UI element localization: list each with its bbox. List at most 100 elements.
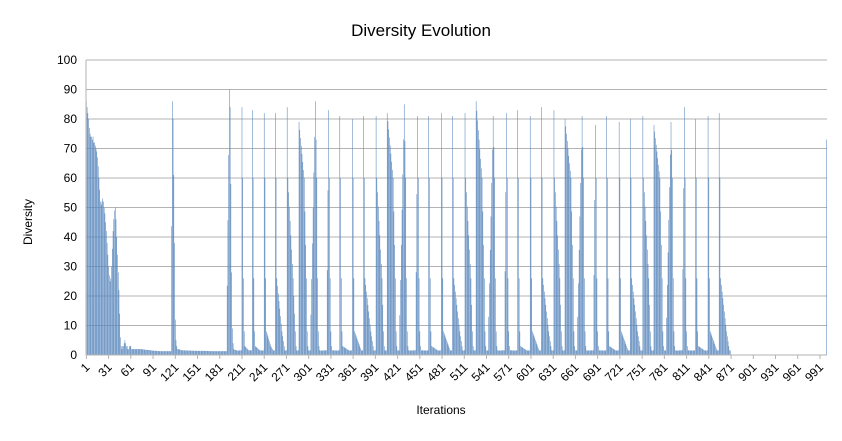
data-bar: [152, 350, 153, 355]
data-bar: [110, 278, 112, 355]
data-bar: [352, 119, 353, 355]
data-bar: [191, 350, 192, 355]
data-bar: [371, 336, 372, 355]
data-bar: [140, 349, 141, 355]
data-bar: [280, 316, 281, 355]
data-bar: [532, 333, 534, 355]
data-bar: [247, 349, 249, 355]
data-bar: [363, 178, 365, 355]
data-bar: [282, 336, 284, 355]
data-bar: [558, 249, 559, 355]
y-tick-label: 90: [64, 83, 78, 97]
data-bar: [309, 350, 310, 355]
data-bar: [690, 350, 692, 355]
data-bar: [686, 331, 687, 355]
data-bar: [524, 348, 525, 355]
data-bar: [290, 235, 292, 355]
data-bar: [295, 346, 297, 355]
data-bar: [350, 350, 352, 355]
data-bar: [582, 147, 584, 355]
data-bar: [684, 107, 685, 355]
data-bar: [338, 350, 340, 355]
data-bar: [196, 350, 198, 355]
data-bar: [704, 350, 706, 355]
data-bar: [526, 350, 527, 355]
data-bar: [693, 350, 695, 355]
data-bar: [562, 350, 564, 355]
data-bar: [701, 348, 703, 355]
data-bar: [272, 350, 274, 355]
data-bar: [162, 351, 163, 355]
data-bar: [633, 298, 635, 355]
data-bar: [424, 350, 426, 355]
data-bar: [124, 340, 126, 355]
data-bar: [555, 206, 557, 355]
data-bar: [681, 350, 683, 355]
data-bar: [96, 151, 98, 355]
data-bar: [716, 350, 718, 355]
data-bar: [518, 278, 520, 355]
data-bar: [148, 349, 149, 355]
data-bar: [464, 113, 466, 355]
data-bar: [516, 350, 518, 355]
data-bar: [95, 148, 97, 355]
data-bar: [509, 346, 510, 355]
data-bar: [437, 350, 438, 355]
data-bar: [563, 350, 564, 355]
data-bar: [361, 350, 363, 355]
data-bar: [479, 149, 481, 355]
data-bar: [310, 314, 312, 355]
data-bar: [345, 348, 346, 355]
data-bar: [622, 335, 624, 355]
data-bar: [244, 346, 246, 355]
data-bar: [361, 350, 362, 355]
data-bar: [260, 350, 261, 355]
data-bar: [481, 168, 482, 355]
data-bar: [209, 351, 211, 355]
data-bar: [433, 347, 435, 355]
data-bar: [153, 350, 155, 355]
data-bar: [141, 349, 143, 355]
data-bar: [278, 301, 280, 355]
data-bar: [107, 254, 109, 355]
data-bar: [334, 350, 335, 355]
data-bar: [339, 116, 341, 355]
data-bar: [407, 346, 409, 355]
data-bar: [718, 113, 720, 355]
data-bar: [725, 324, 727, 355]
data-bar: [481, 178, 483, 355]
data-bar: [535, 339, 536, 355]
data-bar: [453, 278, 455, 355]
data-bar: [98, 178, 100, 355]
data-bar: [249, 350, 251, 355]
data-bar: [235, 350, 237, 355]
data-bar: [589, 350, 590, 355]
data-bar: [97, 166, 99, 355]
data-bar: [682, 269, 684, 355]
data-bar: [612, 348, 614, 355]
data-bar: [442, 278, 444, 355]
data-bar: [439, 350, 441, 355]
data-bar: [370, 331, 372, 355]
data-bar: [233, 349, 235, 355]
data-bar: [118, 290, 120, 355]
data-bar: [692, 350, 694, 355]
x-axis-label: Iterations: [416, 403, 465, 417]
data-bar: [418, 278, 420, 355]
data-bar: [106, 242, 108, 355]
data-bar: [630, 178, 632, 355]
data-bar: [200, 350, 201, 355]
data-bar: [642, 116, 644, 355]
data-bar: [364, 278, 366, 355]
data-bar: [342, 346, 344, 355]
data-bar: [123, 346, 124, 355]
data-bar: [356, 337, 358, 355]
data-bar: [595, 178, 597, 355]
data-bar: [138, 349, 140, 355]
data-bar: [510, 350, 512, 355]
data-bar: [235, 349, 236, 355]
data-bar: [606, 116, 607, 355]
data-bar: [635, 311, 636, 355]
data-bar: [254, 331, 255, 355]
data-bar: [646, 235, 647, 355]
